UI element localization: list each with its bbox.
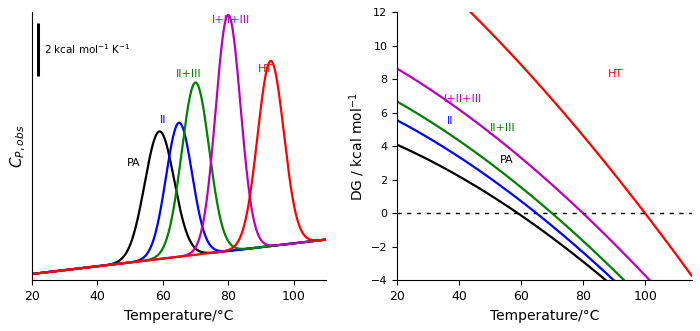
Text: PA: PA xyxy=(500,155,513,165)
X-axis label: Temperature/°C: Temperature/°C xyxy=(490,309,599,323)
Text: I+II+III: I+II+III xyxy=(444,94,482,105)
Text: II: II xyxy=(447,116,453,126)
Text: PA: PA xyxy=(127,158,140,168)
Text: HT: HT xyxy=(258,64,273,73)
Text: II+III: II+III xyxy=(176,69,202,79)
Text: I+II+III: I+II+III xyxy=(212,15,250,25)
Text: HT: HT xyxy=(608,70,623,79)
X-axis label: Temperature/°C: Temperature/°C xyxy=(125,309,234,323)
Text: II+III: II+III xyxy=(490,123,516,133)
Text: 2 kcal mol$^{-1}$ K$^{-1}$: 2 kcal mol$^{-1}$ K$^{-1}$ xyxy=(44,42,131,56)
Y-axis label: DG / kcal mol$^{-1}$: DG / kcal mol$^{-1}$ xyxy=(347,92,367,201)
Text: II: II xyxy=(160,115,166,125)
Y-axis label: C$_{P, obs}$: C$_{P, obs}$ xyxy=(8,125,27,168)
